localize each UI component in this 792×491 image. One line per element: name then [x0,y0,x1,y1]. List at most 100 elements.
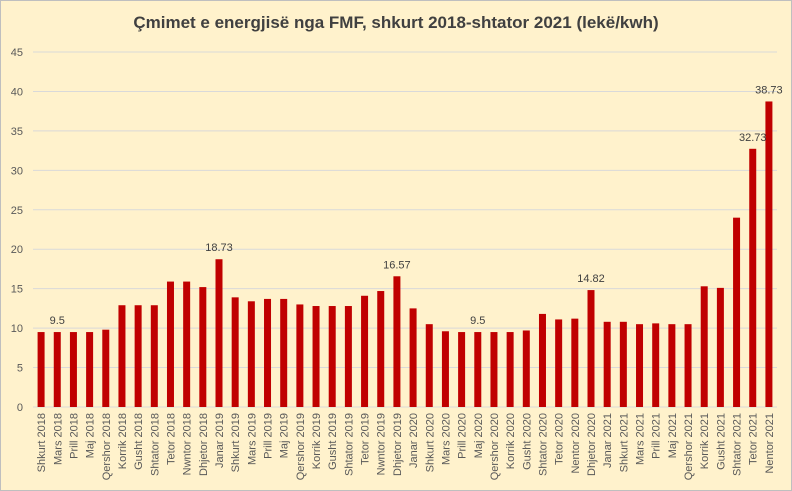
bar [749,148,757,407]
x-tick-label: Qershor 2018 [101,413,113,480]
bar [652,323,660,407]
bar [199,287,207,407]
x-tick-label: Korrik 2020 [505,413,517,469]
x-tick-label: Qershor 2019 [295,413,307,480]
y-tick-label: 10 [11,323,23,335]
bar [393,276,401,407]
x-tick-label: Mars 2019 [246,413,258,465]
bar [700,286,708,407]
bar [474,332,482,407]
bar [134,305,142,407]
y-tick-label: 0 [17,402,23,414]
data-label: 32.73 [739,132,767,144]
bar [53,332,61,407]
data-label: 18.73 [205,242,233,254]
bar [409,308,417,407]
y-tick-label: 25 [11,205,23,217]
data-label: 38.73 [755,84,783,96]
x-tick-label: Nwntor 2018 [182,413,194,475]
bar [377,291,385,407]
x-tick-label: Janar 2021 [602,413,614,468]
bar [344,306,352,407]
x-tick-label: Nwntor 2019 [376,413,388,475]
x-tick-label: Tetor 2019 [360,413,372,465]
bar [69,332,77,407]
bar [280,298,288,407]
x-tick-label: Mars 2021 [635,413,647,465]
bar [231,297,239,407]
y-tick-label: 45 [11,47,23,59]
y-tick-label: 15 [11,284,23,296]
x-tick-label: Janar 2019 [214,413,226,468]
x-tick-label: Shtator 2021 [732,413,744,476]
y-tick-label: 30 [11,165,23,177]
chart-title: Çmimet e energjisë nga FMF, shkurt 2018-… [133,13,659,32]
bar [215,259,223,407]
bar [102,329,110,407]
bar [166,281,174,407]
bar [296,304,304,407]
x-tick-label: Tetor 2020 [554,413,566,465]
bar [555,319,563,407]
x-tick-label: Shkurt 2019 [230,413,242,472]
data-label: 14.82 [577,273,605,285]
bar [328,306,336,407]
bar [538,313,546,407]
bar [603,321,611,407]
x-tick-label: Shtator 2020 [537,413,549,476]
bar [619,321,627,407]
x-tick-label: Qershor 2020 [489,413,501,480]
x-tick-label: Prill 2021 [651,413,663,459]
bar [668,324,676,407]
bar [587,290,595,407]
y-tick-label: 40 [11,86,23,98]
x-tick-label: Shtator 2019 [343,413,355,476]
bar [37,332,45,407]
x-tick-label: Tetor 2021 [748,413,760,465]
bar [684,324,692,407]
x-tick-label: Mars 2018 [52,413,64,465]
x-tick-label: Gusht 2020 [521,413,533,470]
x-tick-label: Shtator 2018 [149,413,161,476]
x-tick-label: Gusht 2021 [715,413,727,470]
x-tick-label: Nentor 2020 [570,413,582,474]
x-tick-label: Korrik 2018 [117,413,129,469]
x-tick-label: Dhjetor 2019 [392,413,404,476]
bar [312,306,320,407]
bar [86,332,94,407]
x-tick-label: Prill 2018 [68,413,80,459]
x-tick-label: Gusht 2018 [133,413,145,470]
x-tick-label: Prill 2019 [263,413,275,459]
x-tick-label: Dhjetor 2018 [198,413,210,476]
bar [150,305,158,407]
x-tick-label: Gusht 2019 [327,413,339,470]
bar [636,324,644,407]
x-tick-label: Maj 2018 [85,413,97,458]
x-tick-label: Shkurt 2020 [424,413,436,472]
x-tick-label: Maj 2019 [279,413,291,458]
bar [183,281,191,407]
bar [733,217,741,407]
x-tick-label: Maj 2020 [473,413,485,458]
x-tick-label: Dhjetor 2020 [586,413,598,476]
bar [458,332,466,407]
x-tick-label: Prill 2020 [457,413,469,459]
bar [361,295,369,407]
data-label: 16.57 [383,259,411,271]
bar [522,330,530,407]
data-label: 9.5 [470,315,485,327]
y-tick-label: 5 [17,363,23,375]
x-tick-label: Korrik 2021 [699,413,711,469]
bar [247,301,255,407]
x-tick-label: Janar 2020 [408,413,420,468]
x-tick-label: Tetor 2018 [165,413,177,465]
x-tick-label: Korrik 2019 [311,413,323,469]
x-tick-label: Shkurt 2021 [618,413,630,472]
x-tick-label: Maj 2021 [667,413,679,458]
bar [264,298,272,407]
y-tick-label: 35 [11,126,23,138]
bar [425,324,433,407]
bar [506,332,514,407]
